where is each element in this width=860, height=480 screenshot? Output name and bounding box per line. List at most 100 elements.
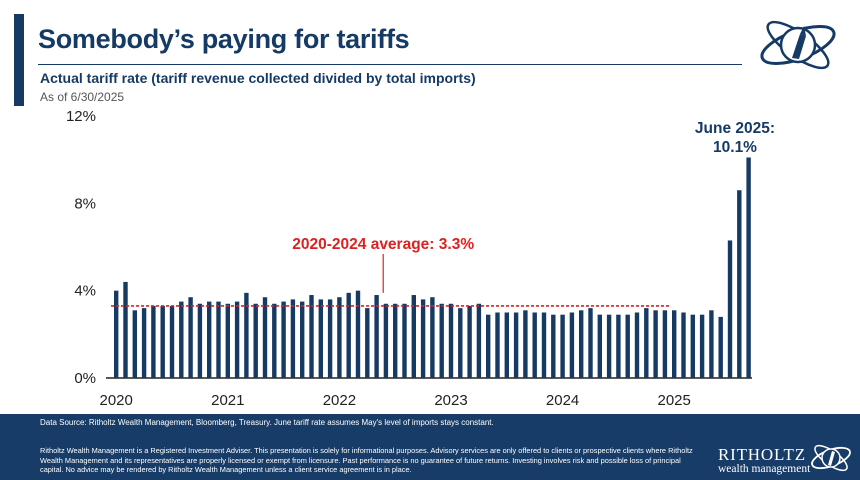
bar: [634, 312, 640, 378]
tariff-rate-chart: 0% 4% 8% 12% 2020 2021 2022 2023 2024 2025 2020-…: [66, 108, 775, 409]
data-source-note: Data Source: Ritholtz Wealth Management,…: [40, 418, 494, 427]
bar: [681, 312, 686, 378]
average-label: 2020-2024 average: 3.3%: [292, 236, 474, 253]
chart-subtitle: Actual tariff rate (tariff revenue colle…: [40, 70, 476, 86]
bar: [718, 316, 723, 378]
y-tick-label: 4%: [74, 283, 96, 300]
x-tick-label: 2020: [100, 392, 133, 409]
bar: [132, 310, 137, 378]
bar: [188, 297, 193, 378]
bar: [606, 314, 612, 378]
bar: [486, 314, 491, 378]
bar: [225, 303, 230, 378]
y-tick-label: 0%: [74, 370, 96, 387]
bar: [560, 314, 565, 378]
bar: [504, 312, 509, 378]
bar: [318, 299, 323, 378]
x-tick-label: 2025: [658, 392, 691, 409]
brand-tagline: wealth management: [718, 463, 811, 475]
x-tick-label: 2022: [323, 392, 356, 409]
bar: [476, 303, 482, 378]
bar: [290, 299, 296, 378]
bar: [327, 299, 333, 378]
bar: [169, 305, 175, 378]
bar: [262, 297, 268, 378]
title-divider: [38, 64, 742, 65]
bar: [272, 303, 277, 378]
bar: [151, 305, 156, 378]
bar: [281, 301, 286, 378]
bar: [690, 314, 695, 378]
bar: [114, 290, 119, 378]
bar: [523, 310, 528, 378]
bar: [616, 314, 621, 378]
legal-disclaimer: Ritholtz Wealth Management is a Register…: [40, 446, 693, 475]
x-tick-label: 2023: [434, 392, 467, 409]
bar: [495, 312, 500, 378]
bar: [383, 303, 389, 378]
bar: [411, 295, 416, 378]
bar: [253, 303, 258, 378]
bar: [160, 305, 165, 378]
bar: [300, 301, 305, 378]
x-tick-label: 2024: [546, 392, 579, 409]
bar: [551, 314, 556, 378]
bar: [579, 310, 584, 378]
bar: [430, 297, 435, 378]
bar: [653, 310, 658, 378]
ritholtz-footer-logo-icon: [811, 444, 851, 472]
x-axis: 2020 2021 2022 2023 2024 2025: [100, 392, 691, 409]
bar: [672, 310, 677, 378]
bar: [532, 312, 537, 378]
bar: [746, 157, 751, 378]
bar: [337, 297, 342, 378]
bar: [309, 295, 314, 378]
x-tick-label: 2021: [211, 392, 244, 409]
average-reference: [111, 254, 670, 307]
bar: [625, 314, 630, 378]
as-of-date: As of 6/30/2025: [40, 90, 125, 104]
y-tick-label: 12%: [66, 108, 96, 125]
ritholtz-logo-icon: [760, 20, 836, 70]
june-2025-label: June 2025:: [695, 120, 775, 137]
bar: [513, 312, 519, 378]
bar: [597, 314, 602, 378]
bar: [737, 190, 742, 378]
bar: [179, 301, 184, 378]
bar: [439, 303, 444, 378]
bar: [393, 303, 398, 378]
bar: [402, 303, 407, 378]
june-2025-value: 10.1%: [713, 139, 757, 156]
bar: [355, 290, 361, 378]
bar: [588, 308, 593, 378]
bar: [244, 292, 249, 378]
bar: [216, 301, 221, 378]
bar: [365, 308, 370, 378]
bar: [458, 308, 463, 378]
bar: [709, 310, 714, 378]
bar: [448, 303, 454, 378]
annotations: 2020-2024 average: 3.3% June 2025: 10.1%: [292, 120, 775, 253]
y-axis: 0% 4% 8% 12%: [66, 108, 96, 387]
bar: [123, 281, 128, 378]
brand-block: RITHOLTZ wealth management: [718, 446, 810, 475]
bar: [374, 295, 379, 378]
brand-name: RITHOLTZ: [718, 445, 806, 464]
bar: [467, 305, 472, 378]
bar: [662, 310, 668, 378]
bar: [569, 312, 575, 378]
bar: [346, 292, 351, 378]
y-tick-label: 8%: [74, 195, 96, 212]
bar: [644, 308, 649, 378]
bar-series: [114, 157, 751, 378]
bar: [727, 240, 733, 378]
bar: [197, 303, 203, 378]
bar: [699, 314, 705, 378]
footer-band: [0, 414, 860, 480]
bar: [141, 308, 147, 378]
bar: [541, 312, 547, 378]
bar: [207, 301, 212, 378]
bar: [234, 301, 240, 378]
accent-bar: [14, 14, 24, 106]
bar: [420, 299, 426, 378]
